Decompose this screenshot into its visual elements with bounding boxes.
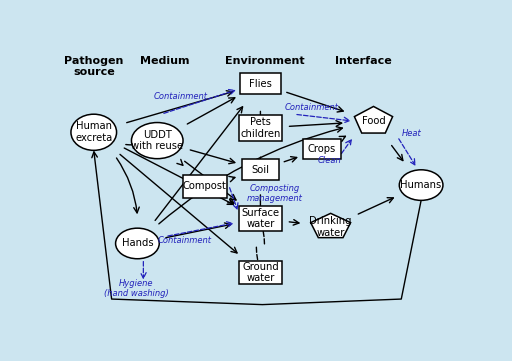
- FancyBboxPatch shape: [239, 115, 282, 141]
- Ellipse shape: [399, 170, 443, 200]
- Text: Containment: Containment: [158, 236, 212, 245]
- Text: Hygiene
(hand washing): Hygiene (hand washing): [104, 279, 168, 298]
- FancyBboxPatch shape: [239, 261, 282, 284]
- FancyBboxPatch shape: [303, 139, 341, 159]
- FancyArrowPatch shape: [92, 152, 421, 305]
- Text: Interface: Interface: [335, 56, 392, 66]
- FancyBboxPatch shape: [183, 175, 227, 198]
- Text: Surface
water: Surface water: [241, 208, 280, 229]
- Text: Medium: Medium: [140, 56, 190, 66]
- Text: Flies: Flies: [249, 79, 272, 89]
- Text: Drinking
water: Drinking water: [309, 216, 352, 238]
- Text: Heat: Heat: [401, 129, 421, 138]
- Text: Compost: Compost: [183, 182, 227, 191]
- Text: Composting
management: Composting management: [246, 184, 302, 203]
- Text: Containment: Containment: [154, 92, 208, 101]
- Ellipse shape: [71, 114, 117, 150]
- Text: Soil: Soil: [251, 165, 269, 175]
- Ellipse shape: [132, 122, 183, 159]
- Text: UDDT
with reuse: UDDT with reuse: [131, 130, 183, 151]
- Text: Environment: Environment: [225, 56, 304, 66]
- FancyBboxPatch shape: [239, 206, 282, 231]
- Polygon shape: [311, 213, 351, 238]
- Text: Crops: Crops: [308, 144, 336, 154]
- Ellipse shape: [116, 228, 159, 259]
- FancyBboxPatch shape: [240, 73, 281, 94]
- Polygon shape: [354, 106, 393, 133]
- Text: Hands: Hands: [121, 239, 153, 248]
- FancyBboxPatch shape: [242, 159, 279, 180]
- Text: Ground
water: Ground water: [242, 262, 279, 283]
- Text: Containment: Containment: [285, 103, 339, 112]
- Text: Pets
children: Pets children: [240, 117, 281, 139]
- Text: Human
excreta: Human excreta: [75, 121, 113, 143]
- Text: Clean: Clean: [317, 156, 341, 165]
- Text: Pathogen
source: Pathogen source: [64, 56, 123, 77]
- Text: Humans: Humans: [400, 180, 442, 190]
- Text: Food: Food: [361, 116, 386, 126]
